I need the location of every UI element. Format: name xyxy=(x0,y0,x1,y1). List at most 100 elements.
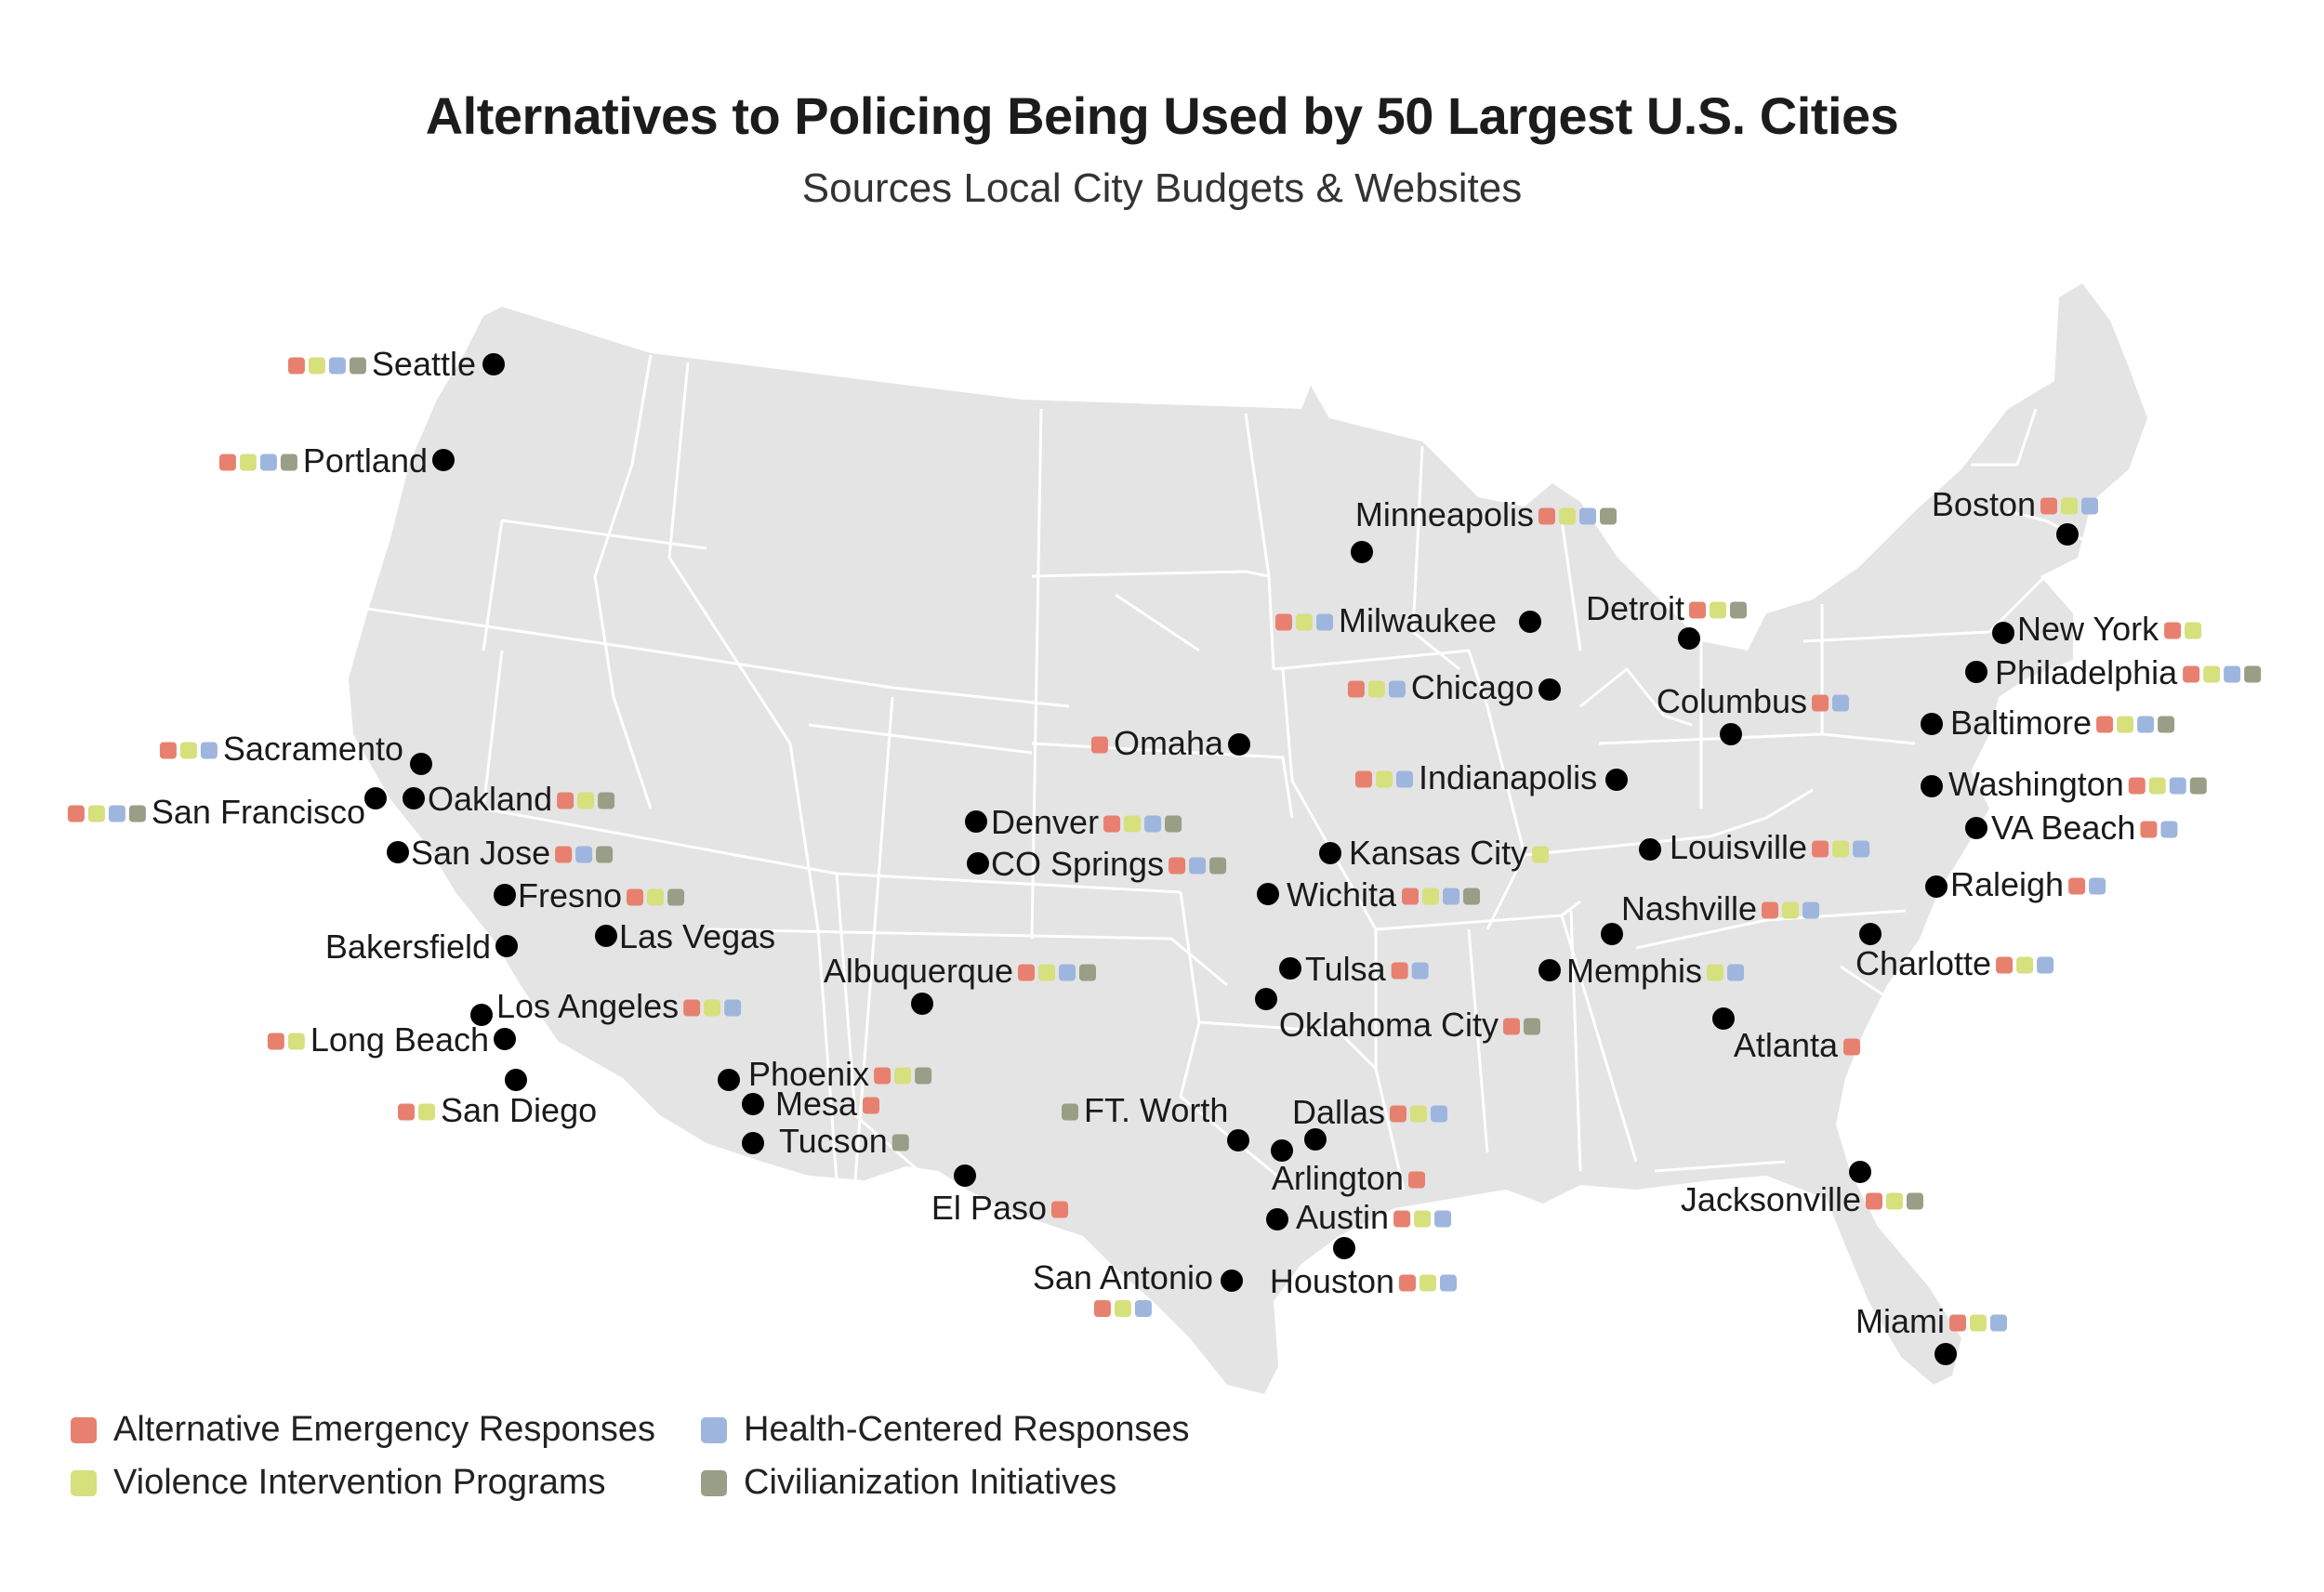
city-dot-dallas xyxy=(1304,1128,1327,1151)
city-dot-fresno xyxy=(494,884,516,906)
city-bakersfield: Bakersfield xyxy=(325,928,518,966)
program-square-denver-civ xyxy=(1165,815,1182,833)
program-square-dallas-hcr xyxy=(1431,1105,1447,1123)
city-dot-el-paso xyxy=(954,1164,976,1187)
program-square-houston-hcr xyxy=(1440,1274,1457,1292)
program-square-san-antonio-aer xyxy=(1093,1300,1111,1317)
city-label-oklahoma-city: Oklahoma City xyxy=(1279,1006,1499,1044)
city-sacramento: Sacramento xyxy=(159,730,432,775)
program-square-chicago-vip xyxy=(1367,680,1385,698)
program-square-san-francisco-vip xyxy=(87,805,105,822)
program-square-co-springs-civ xyxy=(1209,857,1227,875)
city-label-oakland: Oakland xyxy=(428,780,552,818)
program-square-san-francisco-civ xyxy=(128,805,146,822)
city-dot-san-jose xyxy=(387,841,409,863)
city-portland: Portland xyxy=(218,441,455,480)
us-landmass xyxy=(349,283,2147,1394)
program-square-wichita-hcr xyxy=(1442,888,1459,905)
city-raleigh: Raleigh xyxy=(1925,865,2106,903)
city-label-baltimore: Baltimore xyxy=(1950,704,2092,742)
program-square-phoenix-aer xyxy=(874,1067,891,1085)
city-charlotte: Charlotte xyxy=(1855,923,2054,982)
program-square-miami-hcr xyxy=(1990,1314,2007,1332)
city-label-san-jose: San Jose xyxy=(411,834,550,872)
city-label-omaha: Omaha xyxy=(1114,724,1224,762)
program-square-san-francisco-aer xyxy=(67,805,85,822)
program-square-louisville-vip xyxy=(1832,840,1850,858)
program-square-phoenix-vip xyxy=(894,1067,912,1085)
program-square-wichita-civ xyxy=(1462,888,1480,905)
program-square-boston-hcr xyxy=(2081,497,2098,515)
city-dot-charlotte xyxy=(1859,923,1882,945)
program-square-dallas-vip xyxy=(1410,1105,1427,1123)
city-las-vegas: Las Vegas xyxy=(595,917,775,955)
program-square-albuquerque-vip xyxy=(1038,964,1055,981)
city-dot-nashville xyxy=(1601,923,1623,945)
city-label-mesa: Mesa xyxy=(775,1085,858,1123)
city-minneapolis: Minneapolis xyxy=(1351,495,1617,563)
city-philadelphia: Philadelphia xyxy=(1965,653,2262,691)
city-label-san-diego: San Diego xyxy=(441,1091,597,1129)
city-dot-new-york xyxy=(1992,622,2014,644)
city-boston: Boston xyxy=(1932,485,2098,546)
program-square-los-angeles-hcr xyxy=(724,999,742,1017)
program-square-seattle-hcr xyxy=(328,357,346,375)
program-square-chicago-aer xyxy=(1347,680,1365,698)
program-square-houston-aer xyxy=(1399,1274,1416,1292)
city-dot-co-springs xyxy=(967,852,989,875)
program-square-kansas-city-vip xyxy=(1532,846,1550,863)
program-square-columbus-aer xyxy=(1812,694,1829,712)
program-square-chicago-hcr xyxy=(1388,680,1406,698)
city-nashville: Nashville xyxy=(1601,889,1819,945)
program-square-milwaukee-hcr xyxy=(1316,613,1333,631)
city-dot-long-beach xyxy=(494,1028,516,1050)
program-square-portland-civ xyxy=(280,454,297,471)
city-dot-milwaukee xyxy=(1519,611,1541,633)
city-dot-jacksonville xyxy=(1849,1161,1871,1183)
program-square-miami-vip xyxy=(1970,1314,1987,1332)
city-label-sacramento: Sacramento xyxy=(223,730,403,768)
city-co-springs: CO Springs xyxy=(967,845,1227,883)
program-square-charlotte-aer xyxy=(1996,956,2014,974)
city-label-seattle: Seattle xyxy=(372,345,476,383)
city-dot-columbus xyxy=(1720,723,1742,745)
city-oklahoma-city: Oklahoma City xyxy=(1255,988,1540,1044)
city-label-minneapolis: Minneapolis xyxy=(1355,495,1534,533)
city-label-atlanta: Atlanta xyxy=(1734,1026,1839,1064)
program-square-baltimore-aer xyxy=(2096,716,2114,733)
program-square-san-diego-aer xyxy=(398,1103,415,1121)
city-san-jose: San Jose xyxy=(387,834,614,872)
city-houston: Houston xyxy=(1270,1237,1457,1300)
program-square-new-york-aer xyxy=(2164,622,2182,639)
program-square-detroit-aer xyxy=(1689,601,1706,619)
city-washington: Washington xyxy=(1921,765,2207,803)
city-label-nashville: Nashville xyxy=(1621,889,1757,928)
program-square-seattle-vip xyxy=(308,357,325,375)
city-va-beach: VA Beach xyxy=(1965,809,2178,847)
city-austin: Austin xyxy=(1266,1198,1452,1236)
city-arlington: Arlington xyxy=(1271,1139,1425,1197)
program-square-oakland-civ xyxy=(598,792,615,809)
program-square-san-jose-hcr xyxy=(575,846,593,863)
program-square-raleigh-hcr xyxy=(2089,877,2106,895)
program-square-atlanta-aer xyxy=(1842,1038,1860,1056)
program-square-detroit-vip xyxy=(1710,601,1726,619)
program-square-jacksonville-aer xyxy=(1866,1192,1882,1210)
program-square-los-angeles-aer xyxy=(683,999,701,1017)
program-square-portland-vip xyxy=(239,454,257,471)
city-label-raleigh: Raleigh xyxy=(1950,865,2064,903)
city-memphis: Memphis xyxy=(1538,952,1745,990)
program-square-minneapolis-hcr xyxy=(1579,507,1596,525)
city-dot-washington xyxy=(1921,775,1943,797)
program-square-minneapolis-aer xyxy=(1538,507,1555,525)
city-miami: Miami xyxy=(1855,1302,2007,1365)
city-label-indianapolis: Indianapolis xyxy=(1419,758,1597,796)
city-dot-tulsa xyxy=(1279,957,1301,980)
city-kansas-city: Kansas City xyxy=(1319,834,1550,872)
city-omaha: Omaha xyxy=(1090,724,1250,762)
city-label-denver: Denver xyxy=(991,803,1099,841)
program-square-fresno-aer xyxy=(627,888,644,906)
program-square-oklahoma-city-aer xyxy=(1503,1018,1520,1035)
program-square-baltimore-vip xyxy=(2117,716,2134,733)
